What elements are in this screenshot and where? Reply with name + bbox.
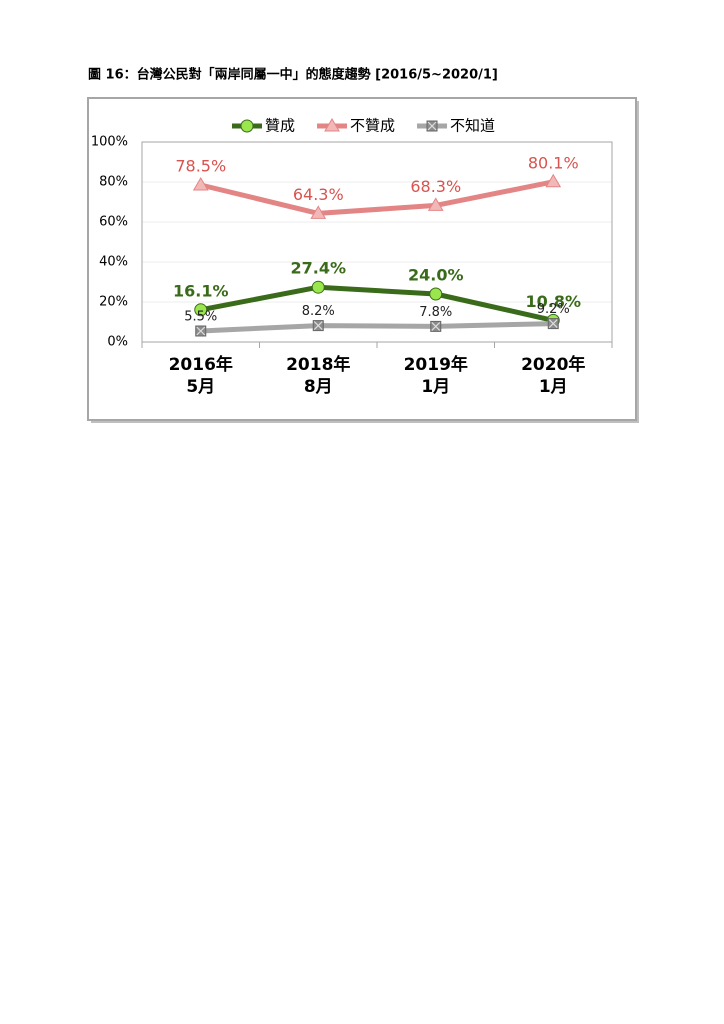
data-label: 9.2% <box>537 302 570 317</box>
data-label: 16.1% <box>173 281 229 300</box>
data-label: 64.3% <box>293 185 344 204</box>
data-label: 68.3% <box>410 177 461 196</box>
marker-cross <box>196 326 206 336</box>
marker <box>324 118 340 132</box>
marker <box>194 303 208 317</box>
y-tick-label: 100% <box>91 135 128 150</box>
series-line <box>200 284 554 323</box>
marker <box>427 197 444 211</box>
legend-label: 贊成 <box>265 117 295 135</box>
data-label: 7.8% <box>419 305 452 320</box>
data-label: 78.5% <box>175 157 226 176</box>
y-tick-label: 80% <box>99 175 128 190</box>
y-tick-label: 0% <box>107 335 128 350</box>
y-tick-label: 20% <box>99 295 128 310</box>
data-label: 5.5% <box>184 310 217 325</box>
chart-title: 圖 16：台灣公民對「兩岸同屬一中」的態度趨勢 [2016/5~2020/1] <box>88 67 498 83</box>
x-tick-label: 2019年 1月 <box>403 355 468 397</box>
chart-frame <box>87 97 637 421</box>
x-tick-label: 2018年 8月 <box>286 355 351 397</box>
data-label: 80.1% <box>528 153 579 172</box>
legend-label: 不贊成 <box>350 117 395 135</box>
y-tick-label: 60% <box>99 215 128 230</box>
series-line <box>200 321 554 334</box>
marker-cross <box>427 121 437 131</box>
y-tick-label: 40% <box>99 255 128 270</box>
legend-label: 不知道 <box>450 117 495 135</box>
marker-cross <box>548 319 558 329</box>
marker <box>310 205 327 219</box>
marker <box>311 280 325 294</box>
marker <box>240 119 254 133</box>
data-label: 8.2% <box>302 304 335 319</box>
marker <box>429 287 443 301</box>
marker <box>545 173 562 188</box>
data-label: 10.8% <box>525 292 581 311</box>
x-tick-label: 2020年 1月 <box>521 355 586 397</box>
marker <box>192 177 209 191</box>
marker-cross <box>431 321 441 331</box>
data-label: 27.4% <box>290 259 346 278</box>
x-tick-label: 2016年 5月 <box>168 355 233 397</box>
data-label: 24.0% <box>408 266 464 285</box>
series-line <box>200 179 554 216</box>
marker-cross <box>313 321 323 331</box>
